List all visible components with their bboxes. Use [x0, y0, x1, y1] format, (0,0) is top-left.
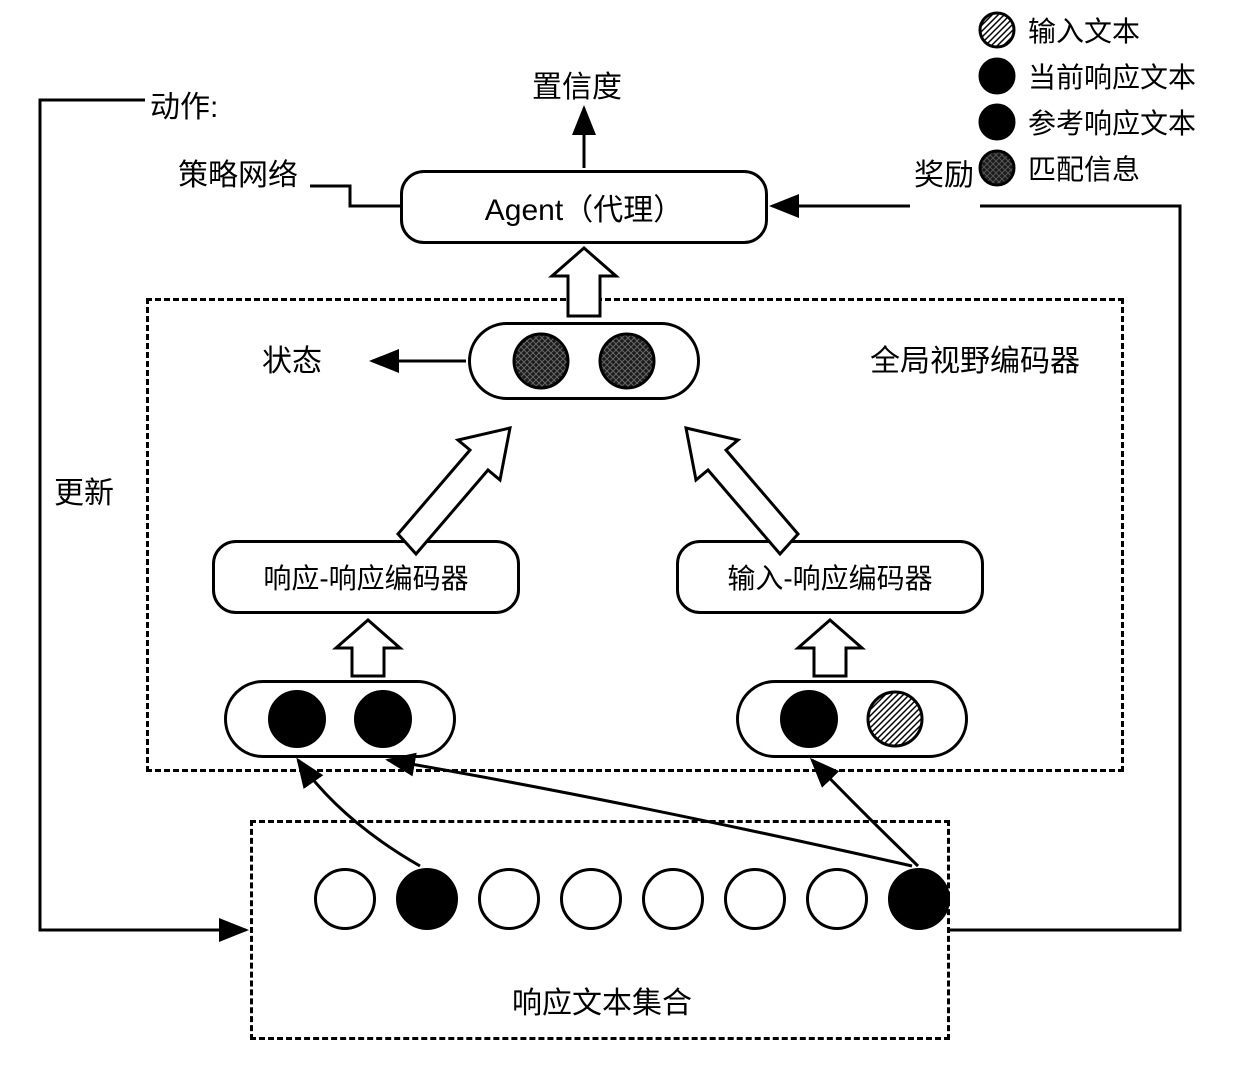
legend-current-response-icon [978, 57, 1016, 95]
ir-encoder-label: 输入-响应编码器 [727, 557, 932, 597]
response-set-circles [314, 868, 950, 930]
response-circle-icon [354, 690, 412, 748]
rr-input-capsule [224, 680, 456, 758]
action-label: 动作: [150, 82, 218, 126]
response-slot-icon [806, 868, 868, 930]
state-label: 状态 [262, 336, 322, 380]
legend-row: 输入文本 [978, 10, 1196, 50]
legend-input-text-icon [978, 11, 1016, 49]
input-text-circle-icon [866, 690, 924, 748]
rr-encoder-box: 响应-响应编码器 [212, 540, 520, 614]
legend-label: 参考响应文本 [1028, 102, 1196, 142]
ir-encoder-box: 输入-响应编码器 [676, 540, 984, 614]
legend-row: 当前响应文本 [978, 56, 1196, 96]
response-slot-icon [724, 868, 786, 930]
agent-box: Agent（代理） [400, 170, 768, 244]
legend-reference-response-icon [978, 103, 1016, 141]
policy-network-label: 策略网络 [178, 150, 298, 194]
state-capsule [468, 322, 700, 400]
diagram-root: 输入文本 当前响应文本 参考响应文本 匹配信息 置信度 动作: [0, 0, 1239, 1075]
legend-label: 输入文本 [1028, 10, 1140, 50]
legend-label: 当前响应文本 [1028, 56, 1196, 96]
legend-row: 参考响应文本 [978, 102, 1196, 142]
legend-match-info-icon [978, 149, 1016, 187]
legend-label: 匹配信息 [1028, 148, 1140, 188]
agent-box-label: Agent（代理） [485, 185, 683, 229]
confidence-label: 置信度 [532, 62, 622, 106]
response-circle-icon [780, 690, 838, 748]
response-circle-icon [268, 690, 326, 748]
legend: 输入文本 当前响应文本 参考响应文本 匹配信息 [978, 10, 1196, 188]
global-encoder-label: 全局视野编码器 [870, 336, 1080, 380]
ir-input-capsule [736, 680, 968, 758]
reward-label: 奖励 [914, 150, 974, 194]
update-label: 更新 [54, 468, 114, 512]
response-slot-icon [478, 868, 540, 930]
response-set-label: 响应文本集合 [512, 978, 692, 1022]
response-slot-icon [888, 868, 950, 930]
match-info-circle-icon [512, 332, 570, 390]
response-slot-icon [314, 868, 376, 930]
rr-encoder-label: 响应-响应编码器 [263, 557, 468, 597]
response-slot-icon [396, 868, 458, 930]
response-slot-icon [642, 868, 704, 930]
match-info-circle-icon [598, 332, 656, 390]
legend-row: 匹配信息 [978, 148, 1196, 188]
response-slot-icon [560, 868, 622, 930]
